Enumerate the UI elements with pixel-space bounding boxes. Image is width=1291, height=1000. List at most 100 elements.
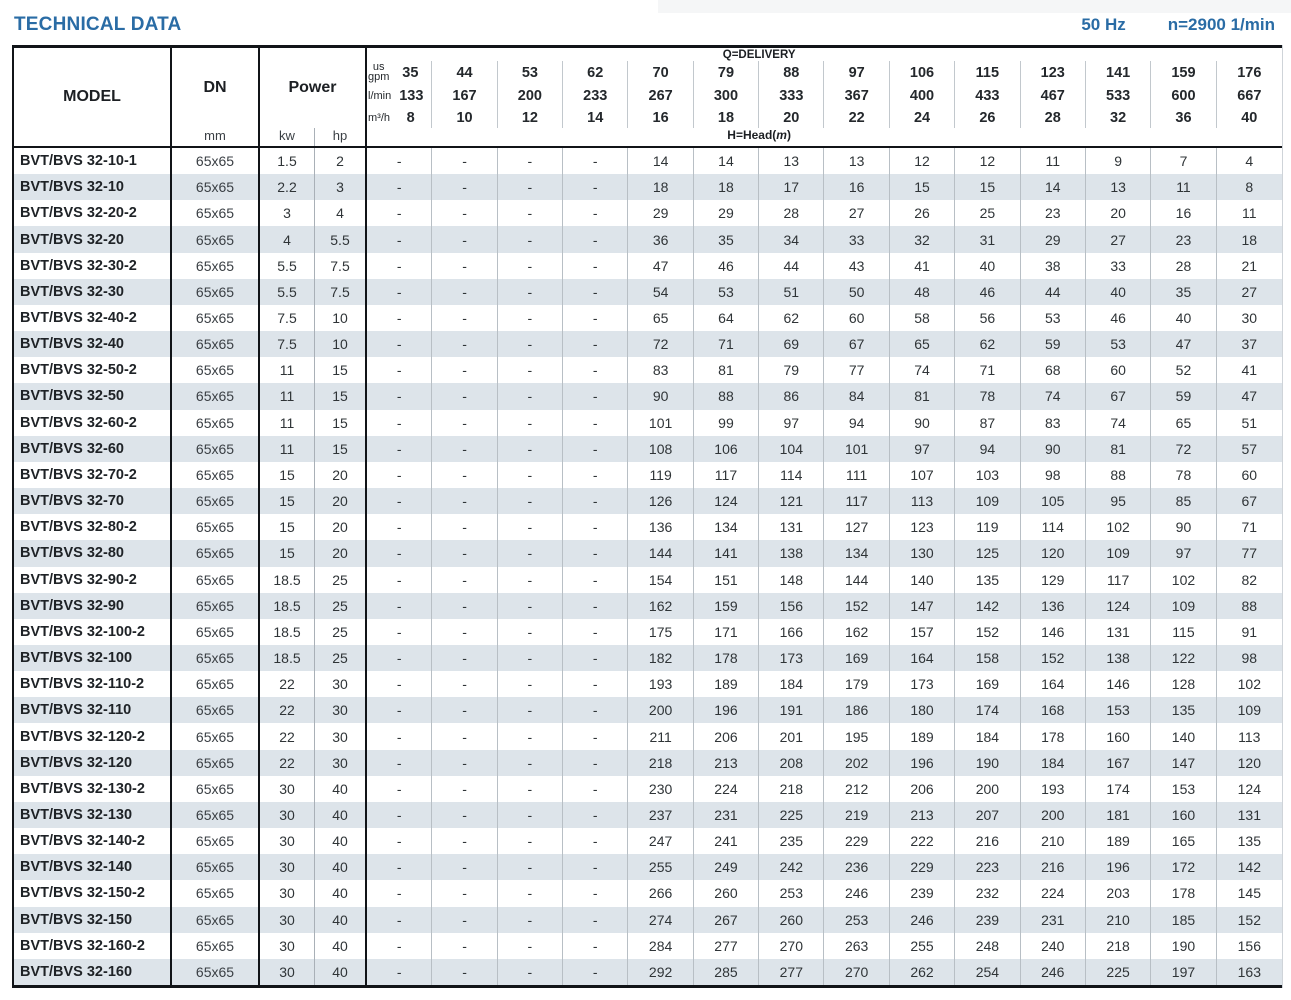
head-cell: 222 [890, 828, 956, 855]
kw-cell: 22 [260, 697, 315, 724]
head-cell: 57 [1241, 440, 1258, 457]
kw-cell: 22 [260, 671, 315, 698]
dn-unit-label: mm [172, 128, 260, 146]
head-cell: - [563, 801, 629, 829]
head-cell: - [563, 775, 629, 802]
head-cell: - [498, 409, 564, 436]
table-row: BVT/BVS 32-110 65x65 22 30 - - - -200 196 191… [14, 697, 1282, 724]
head-cell: 60 [1241, 466, 1258, 483]
column-header-dn: DN [172, 48, 260, 128]
head-cell: 196 [890, 749, 956, 776]
head-cell: 97 [759, 409, 825, 436]
kw-cell: 15 [260, 514, 315, 541]
head-cell: 109 [955, 488, 1021, 515]
head-cell: 207 [955, 801, 1021, 829]
head-cell: 103 [955, 461, 1021, 489]
head-cell: - [563, 723, 629, 750]
delivery-value: 18 [694, 107, 760, 128]
table-row: BVT/BVS 32-10-1 65x65 1.5 2 - - - -14 14 13 13… [14, 148, 1282, 175]
delivery-value: 62 [563, 61, 629, 84]
dn-cell: 65x65 [172, 592, 260, 619]
table-row: BVT/BVS 32-80-2 65x65 15 20 - - - -136 134 13… [14, 514, 1282, 541]
head-cell: 246 [890, 906, 956, 933]
head-cell: 146 [1021, 618, 1086, 645]
head-cell: 153 [1086, 697, 1152, 724]
table-row: BVT/BVS 32-50-2 65x65 11 15 - - - -83 81 79 77… [14, 357, 1282, 384]
unit-label: us gpm [368, 61, 390, 83]
head-cell: 160 [1151, 801, 1217, 829]
head-cell: 97 [890, 435, 956, 462]
head-cell: - [367, 435, 433, 462]
kw-cell: 30 [260, 854, 315, 881]
dn-cell: 65x65 [172, 226, 260, 253]
dn-cell: 65x65 [172, 383, 260, 410]
head-cell: - [367, 906, 433, 933]
delivery-unit-cell: m³/h 8 [367, 107, 433, 128]
head-cell: 124 [1086, 592, 1152, 619]
head-cell: - [563, 331, 629, 358]
head-cell: 102 [1151, 566, 1217, 593]
head-cell: 11 [1151, 174, 1217, 201]
head-cell: - [498, 331, 564, 358]
hp-cell: 25 [315, 592, 367, 619]
head-cell: 83 [628, 357, 694, 384]
kw-cell: 30 [260, 958, 315, 985]
head-cell: 178 [694, 644, 760, 672]
head-cell: 29 [1021, 226, 1086, 253]
head-cell: 47 [628, 252, 694, 279]
model-cell: BVT/BVS 32-60-2 [14, 409, 172, 436]
head-cell: 117 [1086, 566, 1152, 593]
head-cell: 23 [1151, 226, 1217, 253]
column-header-model: MODEL [14, 48, 172, 146]
head-cell: 148 [759, 566, 825, 593]
hp-cell: 2 [315, 148, 367, 175]
head-cell: 151 [694, 566, 760, 593]
head-cell: - [432, 174, 498, 201]
head-cell: 108 [628, 435, 694, 462]
head-cell: 131 [1237, 806, 1261, 823]
head-cell: 200 [1021, 801, 1086, 829]
head-cell: 128 [1151, 671, 1217, 698]
head-cell: 156 [1237, 937, 1261, 954]
delivery-value: 159 [1151, 61, 1217, 84]
table-row: BVT/BVS 32-30-2 65x65 5.5 7.5 - - - -47 46 44… [14, 252, 1282, 279]
head-cell: - [367, 932, 433, 959]
unit-label: l/min [368, 89, 392, 102]
head-cell: 71 [694, 331, 760, 358]
head-cell: 210 [1021, 828, 1086, 855]
model-cell: BVT/BVS 32-30-2 [14, 252, 172, 279]
head-cell: 44 [759, 252, 825, 279]
table-header: MODEL DN mm Power kw hp Q=DELIVERY H=Hea… [14, 45, 1282, 148]
head-cell: 162 [628, 592, 694, 619]
head-cell: 206 [694, 723, 760, 750]
head-cell: 87 [955, 409, 1021, 436]
model-cell: BVT/BVS 32-20 [14, 226, 172, 253]
power-unit-hp: hp [315, 128, 367, 146]
head-cell: 216 [1021, 854, 1086, 881]
head-cell: - [367, 618, 433, 645]
head-cell: 8 [1245, 179, 1254, 196]
kw-cell: 4 [260, 226, 315, 253]
head-cell: 178 [1021, 723, 1086, 750]
hp-cell: 30 [315, 671, 367, 698]
head-cell: - [563, 252, 629, 279]
head-cell: 249 [694, 854, 760, 881]
head-cell: 43 [824, 252, 890, 279]
head-cell: 223 [955, 854, 1021, 881]
head-cell: 62 [955, 331, 1021, 358]
model-cell: BVT/BVS 32-160 [14, 958, 172, 985]
head-cell: 34 [759, 226, 825, 253]
technical-data-table: MODEL DN mm Power kw hp Q=DELIVERY H=Hea… [12, 45, 1283, 988]
delivery-value: 35 [402, 64, 419, 81]
head-cell: 60 [1086, 357, 1152, 384]
head-cell: - [432, 749, 498, 776]
head-cell: 138 [1086, 644, 1152, 672]
head-cell: - [563, 488, 629, 515]
dn-cell: 65x65 [172, 304, 260, 332]
head-cell: 82 [1241, 571, 1258, 588]
head-cell: 109 [1237, 702, 1261, 719]
head-cell: 59 [1151, 383, 1217, 410]
head-cell: 180 [890, 697, 956, 724]
dn-cell: 65x65 [172, 409, 260, 436]
dn-cell: 65x65 [172, 461, 260, 489]
